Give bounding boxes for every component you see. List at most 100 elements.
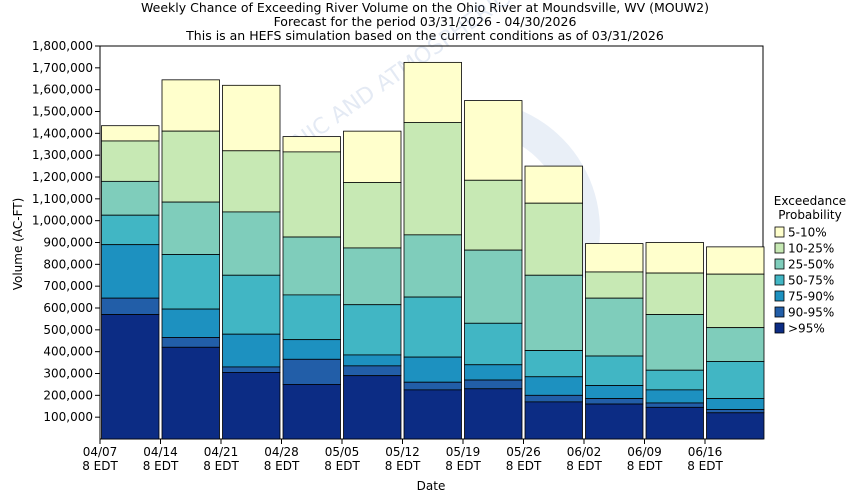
x-tick-date: 05/12 — [385, 445, 420, 459]
bar-segment-05-12-4 — [403, 356, 462, 383]
bar-segment-06-09-5 — [645, 402, 704, 408]
y-tick-label: 1,000,000 — [32, 214, 93, 228]
bar-segment-05-12-0 — [403, 61, 462, 123]
bar-segment-05-19-1 — [464, 179, 523, 251]
bar-segment-05-12-6 — [403, 389, 462, 440]
bar-segment-04-07-2 — [101, 180, 160, 216]
bar-segment-05-26-5 — [524, 394, 583, 403]
bar-segment-05-26-1 — [524, 202, 583, 276]
legend-title-line-2: Probability — [778, 208, 841, 222]
legend-title-line-1: Exceedance — [774, 194, 846, 208]
x-tick-time: 8 EDT — [203, 459, 239, 473]
bar-segment-05-12-5 — [403, 381, 462, 391]
y-tick-label: 1,200,000 — [32, 170, 93, 184]
x-tick-time: 8 EDT — [566, 459, 602, 473]
bar-segment-04-07-6 — [101, 314, 160, 440]
x-tick-date: 06/09 — [627, 445, 662, 459]
bar-segment-05-26-0 — [524, 165, 583, 204]
legend-entry-label: 25-50% — [788, 258, 834, 272]
bar-segment-05-19-3 — [464, 322, 523, 366]
legend-entry-label: 10-25% — [788, 242, 834, 256]
x-tick-time: 8 EDT — [385, 459, 421, 473]
bar-segment-04-21-5 — [222, 366, 281, 373]
bar-segment-06-16-0 — [706, 246, 765, 275]
legend-swatch — [774, 306, 785, 318]
bar-segment-06-09-3 — [645, 369, 704, 391]
y-tick-label: 1,100,000 — [32, 192, 93, 206]
bar-segment-04-28-2 — [282, 236, 341, 296]
bar-segment-06-02-5 — [585, 398, 644, 405]
bar-segment-06-02-1 — [585, 271, 644, 299]
x-tick-date: 06/02 — [567, 445, 602, 459]
legend-entry-label: 50-75% — [788, 274, 834, 288]
legend-swatch — [774, 322, 785, 334]
bar-segment-04-28-1 — [282, 151, 341, 238]
bar-segment-06-16-6 — [706, 412, 765, 440]
x-tick-time: 8 EDT — [445, 459, 481, 473]
legend-swatch — [774, 258, 785, 270]
x-tick-date: 05/26 — [506, 445, 541, 459]
bar-segment-04-14-5 — [161, 337, 220, 348]
y-tick-label: 700,000 — [43, 279, 93, 293]
bar-segment-05-05-5 — [343, 365, 402, 377]
bar-segment-05-05-1 — [343, 182, 402, 249]
bar-segment-06-09-0 — [645, 242, 704, 274]
bar-segment-04-14-1 — [161, 130, 220, 203]
bar-segment-05-19-0 — [464, 100, 523, 181]
legend: Exceedance Probability 5-10% 10-25% 25-50%… — [774, 194, 846, 336]
x-tick-time: 8 EDT — [143, 459, 179, 473]
y-tick-label: 900,000 — [43, 236, 93, 250]
bar-segment-04-07-4 — [101, 244, 160, 299]
bar-segment-05-26-4 — [524, 376, 583, 396]
y-tick-label: 300,000 — [43, 367, 93, 381]
y-tick-label: 200,000 — [43, 388, 93, 402]
y-tick-label: 1,800,000 — [32, 39, 93, 53]
bar-segment-04-28-5 — [282, 358, 341, 385]
bar-segment-05-12-1 — [403, 122, 462, 236]
bar-segment-06-16-1 — [706, 273, 765, 329]
bar-segment-04-21-2 — [222, 211, 281, 276]
bar-segment-05-05-2 — [343, 247, 402, 306]
y-tick-label: 1,400,000 — [32, 126, 93, 140]
legend-entry-label: 5-10% — [788, 226, 827, 240]
bar-segment-05-05-6 — [343, 375, 402, 440]
bar-segment-04-21-6 — [222, 372, 281, 440]
bar-segment-04-28-0 — [282, 136, 341, 153]
bar-segment-06-02-0 — [585, 243, 644, 273]
y-tick-label: 800,000 — [43, 257, 93, 271]
y-tick-label: 100,000 — [43, 410, 93, 424]
bar-segment-04-14-3 — [161, 254, 220, 310]
x-tick-date: 04/21 — [204, 445, 239, 459]
bar-segment-05-12-2 — [403, 234, 462, 298]
x-tick-time: 8 EDT — [324, 459, 360, 473]
bar-segment-05-26-6 — [524, 401, 583, 440]
bar-segment-04-21-1 — [222, 150, 281, 213]
legend-swatch — [774, 226, 785, 238]
y-axis-label: Volume (AC-FT) — [11, 198, 25, 291]
bar-segment-05-19-4 — [464, 364, 523, 381]
legend-swatch — [774, 274, 785, 286]
bar-segment-04-14-2 — [161, 201, 220, 255]
bar-segment-06-16-4 — [706, 398, 765, 410]
bar-segment-06-09-2 — [645, 314, 704, 371]
bar-segment-05-19-2 — [464, 249, 523, 324]
bar-segment-05-19-5 — [464, 379, 523, 390]
bar-segment-05-19-6 — [464, 388, 523, 440]
bar-segment-04-07-3 — [101, 214, 160, 246]
chart-subtitle-2: This is an HEFS simulation based on the … — [185, 28, 664, 43]
bar-segment-05-05-4 — [343, 354, 402, 367]
bar-segment-04-07-1 — [101, 140, 160, 182]
bar-segment-06-02-4 — [585, 385, 644, 400]
legend-entry-label: 75-90% — [788, 290, 834, 304]
x-axis-label: Date — [417, 479, 446, 493]
bar-segment-06-16-3 — [706, 361, 765, 400]
x-tick-date: 05/19 — [446, 445, 481, 459]
y-tick-label: 400,000 — [43, 345, 93, 359]
x-tick-time: 8 EDT — [687, 459, 723, 473]
bar-segment-05-05-0 — [343, 130, 402, 183]
bar-segment-04-07-5 — [101, 297, 160, 315]
bar-segment-06-02-3 — [585, 355, 644, 386]
legend-swatch — [774, 242, 785, 254]
